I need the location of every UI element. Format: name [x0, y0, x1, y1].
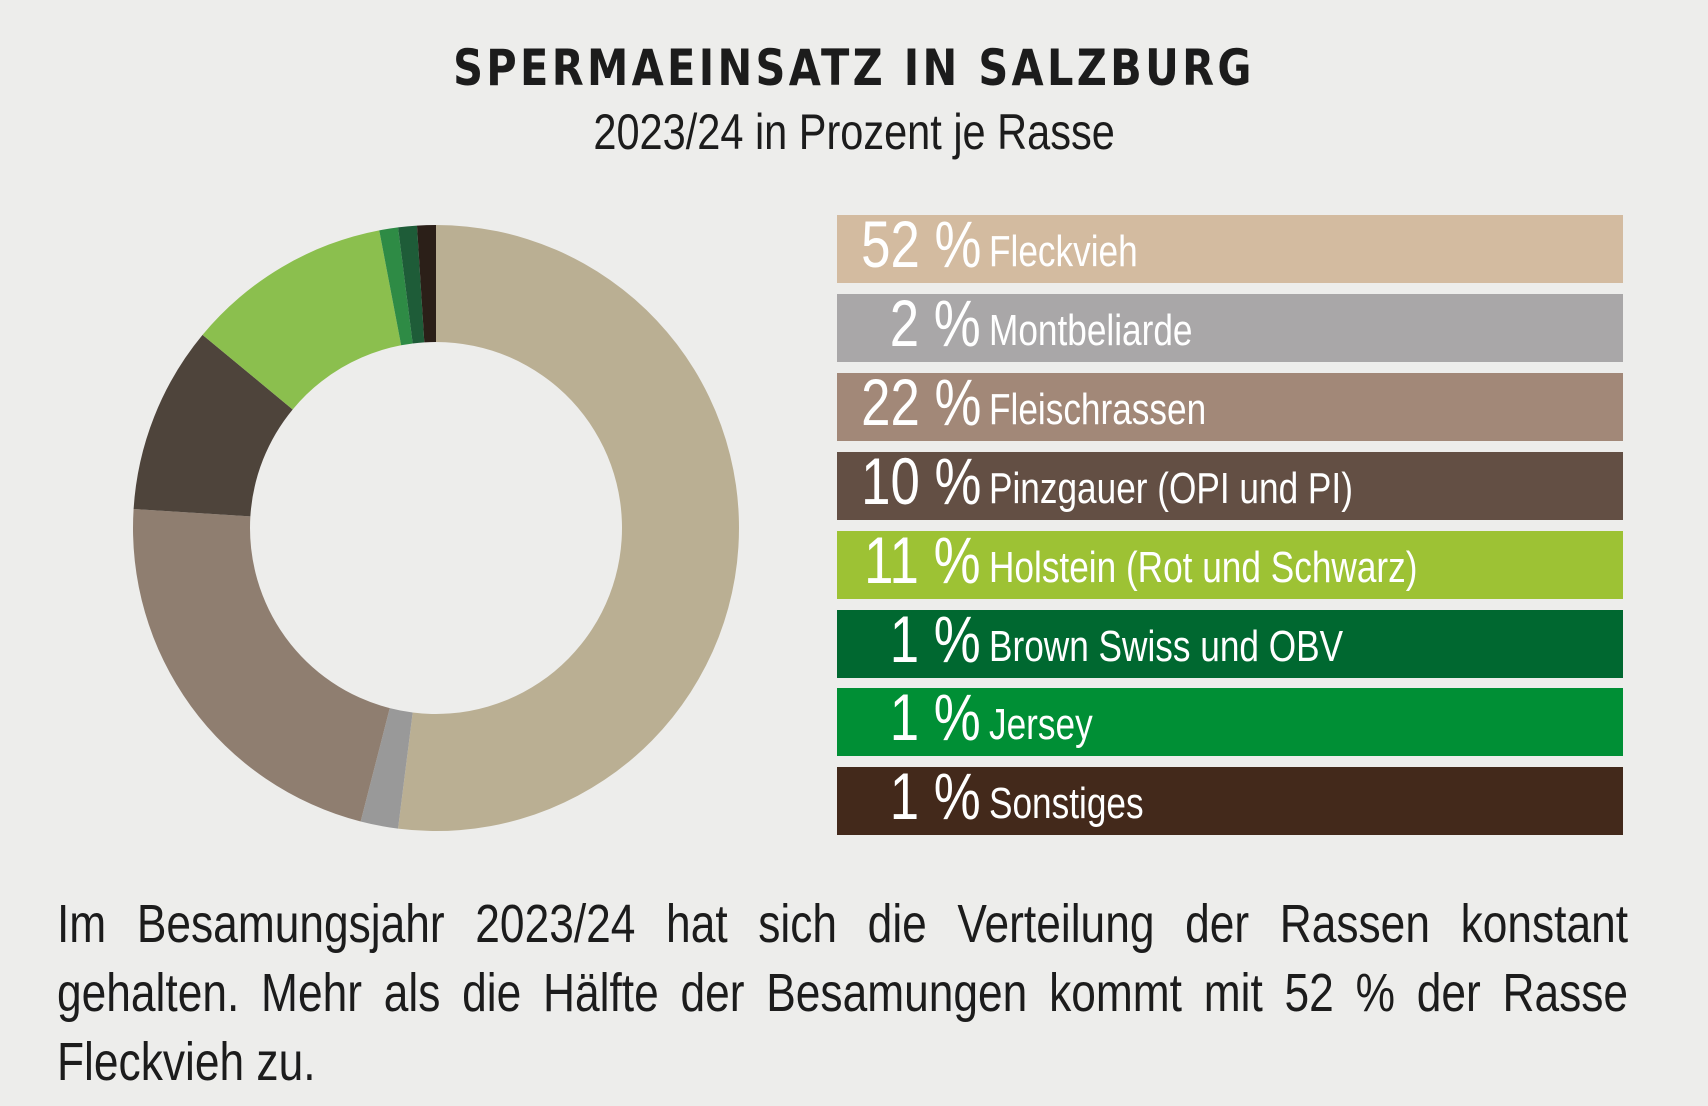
- legend-item-holstein-rot-und-schwarz: 11 % Holstein (Rot und Schwarz): [837, 530, 1623, 599]
- legend-percent: 52 %: [860, 215, 981, 281]
- description-line: gehalten. Mehr als die Hälfte der Besamu…: [57, 963, 1629, 1023]
- legend-percent: 10 %: [860, 451, 981, 518]
- legend-label: Montbeliarde: [989, 305, 1193, 355]
- legend-percent: 11 %: [864, 530, 981, 597]
- legend-label: Jersey: [989, 700, 1093, 750]
- legend-label: Holstein (Rot und Schwarz): [989, 542, 1418, 592]
- chart-subtitle: 2023/24 in Prozent je Rasse: [0, 104, 1708, 160]
- legend-percent: 1 %: [890, 767, 981, 834]
- donut-slice-fleckvieh: [398, 225, 739, 831]
- legend-label: Fleischrassen: [989, 384, 1207, 434]
- legend-item-montbeliarde: 2 % Montbeliarde: [837, 293, 1623, 362]
- description-line: Fleckvieh zu.: [57, 1032, 316, 1092]
- donut-slice-brown-swiss-und-obv: [398, 225, 425, 344]
- donut-slice-montbeliarde: [360, 708, 413, 829]
- description-paragraph: Im Besamungsjahr 2023/24 hat sich die Ve…: [57, 893, 1628, 1100]
- legend-label: Brown Swiss und OBV: [989, 621, 1344, 671]
- legend-percent: 2 %: [890, 293, 981, 360]
- chart-subtitle-text: 2023/24 in Prozent je Rasse: [593, 104, 1115, 160]
- donut-chart: [132, 225, 739, 831]
- legend-label: Fleckvieh: [989, 227, 1138, 276]
- donut-slice-pinzgauer-opi-und-pi: [133, 334, 293, 517]
- donut-slice-fleischrassen: [132, 508, 390, 822]
- legend-item-jersey: 1 % Jersey: [837, 688, 1623, 757]
- chart-title: SPERMAEINSATZ IN SALZBURG: [0, 38, 1708, 98]
- legend-item-brown-swiss-und-obv: 1 % Brown Swiss und OBV: [837, 609, 1623, 678]
- donut-slice-jersey: [379, 227, 413, 346]
- legend-item-fleckvieh: 52 % Fleckvieh: [837, 215, 1623, 283]
- legend-label: Sonstiges: [989, 779, 1144, 829]
- legend-item-fleischrassen: 22 % Fleischrassen: [837, 372, 1623, 441]
- chart-title-text: SPERMAEINSATZ IN SALZBURG: [453, 39, 1255, 97]
- legend-label: Pinzgauer (OPI und PI): [989, 463, 1353, 513]
- description-line: Im Besamungsjahr 2023/24 hat sich die Ve…: [57, 894, 1629, 954]
- legend-item-pinzgauer-opi-und-pi: 10 % Pinzgauer (OPI und PI): [837, 451, 1623, 520]
- legend-percent: 22 %: [860, 372, 981, 439]
- legend-percent: 1 %: [890, 688, 981, 755]
- legend-percent: 1 %: [890, 609, 981, 676]
- donut-slice-sonstiges: [416, 225, 436, 343]
- legend-item-sonstiges: 1 % Sonstiges: [837, 767, 1623, 836]
- donut-slice-holstein-rot-und-schwarz: [202, 230, 402, 410]
